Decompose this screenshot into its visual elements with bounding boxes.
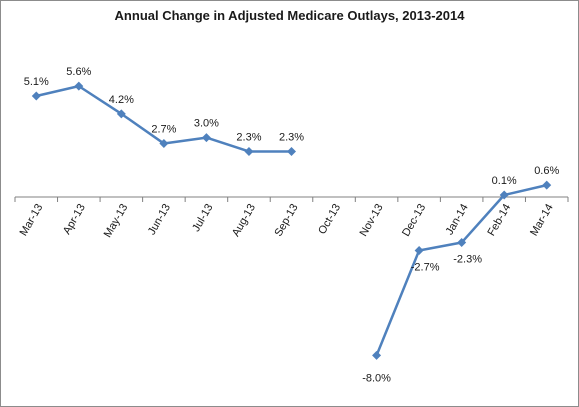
x-tick-label: Feb-14 bbox=[485, 202, 513, 238]
x-tick-label: Sep-13 bbox=[272, 202, 300, 239]
x-tick-label: May-13 bbox=[102, 202, 131, 240]
data-label: -2.7% bbox=[411, 261, 440, 273]
data-point bbox=[201, 133, 211, 143]
x-tick-label: Mar-13 bbox=[18, 202, 46, 238]
data-point bbox=[457, 238, 467, 248]
x-tick-label: Oct-13 bbox=[316, 202, 343, 237]
data-point bbox=[287, 146, 296, 156]
data-point bbox=[499, 190, 509, 200]
x-tick-label: Aug-13 bbox=[230, 202, 258, 239]
x-tick-label: Jan-14 bbox=[444, 202, 471, 237]
x-tick-label: Mar-14 bbox=[528, 202, 556, 238]
data-point bbox=[116, 109, 126, 119]
data-point bbox=[414, 245, 424, 255]
x-axis-tick-labels: Mar-13 Apr-13 May-13 Jun-13 Jul-13 Aug-13 Sep-… bbox=[18, 202, 556, 240]
chart-title: Annual Change in Adjusted Medicare Outla… bbox=[114, 8, 465, 23]
data-point bbox=[244, 146, 254, 156]
data-label: 2.3% bbox=[279, 131, 304, 143]
data-label: 2.3% bbox=[236, 131, 261, 143]
data-point bbox=[159, 139, 169, 149]
x-tick-label: Apr-13 bbox=[61, 202, 88, 237]
x-tick-label: Jun-13 bbox=[146, 202, 173, 237]
data-label: 0.1% bbox=[492, 175, 517, 187]
data-label: -8.0% bbox=[362, 372, 391, 384]
data-label: 5.6% bbox=[66, 66, 91, 78]
x-tick-label: Dec-13 bbox=[400, 202, 428, 239]
data-label: 0.6% bbox=[534, 165, 559, 177]
data-label: -2.3% bbox=[453, 254, 482, 266]
data-point bbox=[372, 350, 382, 360]
x-tick-label: Nov-13 bbox=[358, 202, 386, 239]
data-label: 3.0% bbox=[194, 118, 219, 130]
data-label: 4.2% bbox=[109, 94, 134, 106]
x-tick-label: Jul-13 bbox=[190, 202, 215, 234]
data-points bbox=[31, 81, 552, 360]
data-point bbox=[542, 180, 552, 190]
x-axis-ticks bbox=[14, 197, 569, 202]
data-labels: 5.1% 5.6% 4.2% 2.7% 3.0% 2.3% 2.3% -8.0% -2.7% -2… bbox=[24, 66, 560, 384]
data-point bbox=[74, 81, 84, 91]
data-label: 5.1% bbox=[24, 76, 49, 88]
data-point bbox=[31, 91, 41, 101]
data-label: 2.7% bbox=[151, 124, 176, 136]
